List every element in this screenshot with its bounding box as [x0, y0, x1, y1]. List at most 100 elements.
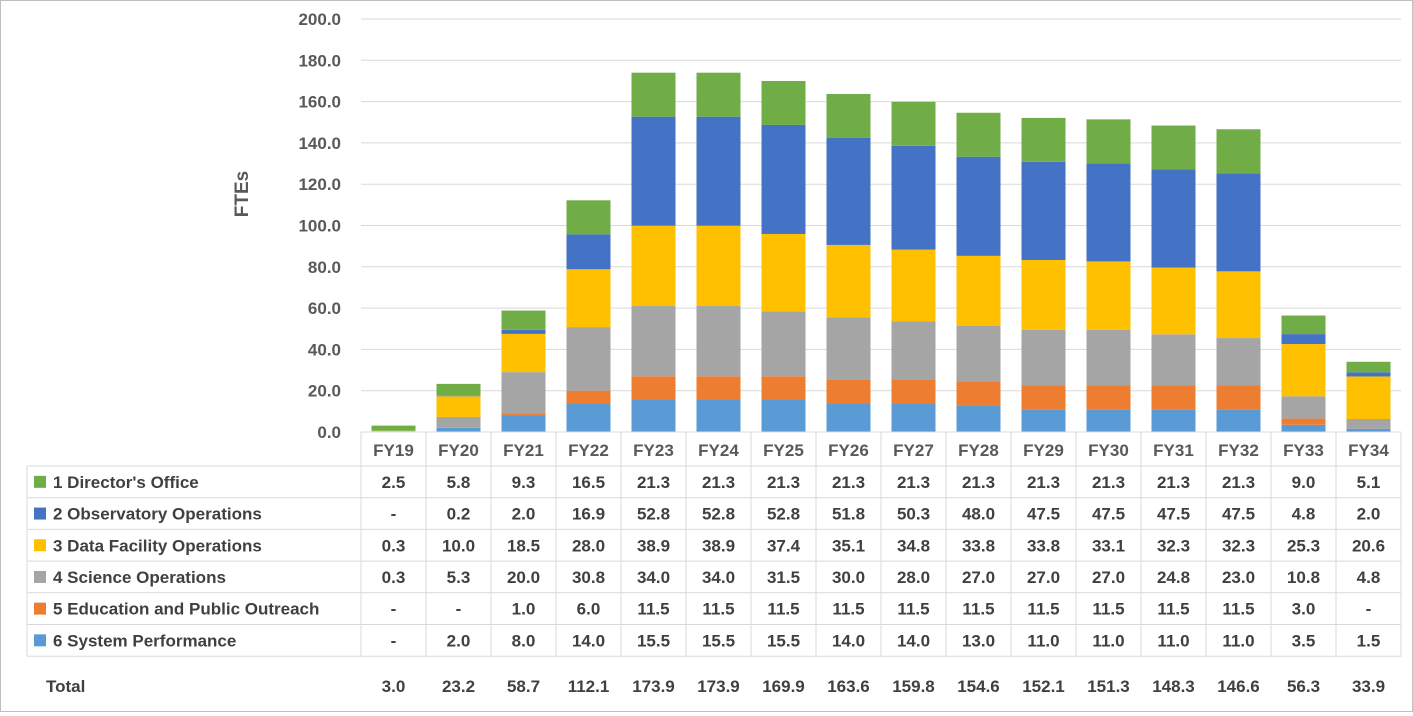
x-tick-label: FY33 [1283, 441, 1324, 460]
bar-segment [827, 317, 871, 379]
total-value: 3.0 [382, 677, 406, 696]
table-cell: 2.0 [1357, 505, 1381, 524]
table-cell: 18.5 [507, 536, 540, 555]
table-cell: 34.0 [637, 568, 670, 587]
table-cell: 1.0 [512, 600, 536, 619]
total-value: 173.9 [632, 677, 675, 696]
table-cell: 0.3 [382, 568, 406, 587]
x-tick-label: FY25 [763, 441, 804, 460]
table-cell: 14.0 [572, 631, 605, 650]
table-cell: - [391, 505, 397, 524]
legend-swatch [34, 571, 46, 583]
bar-segment [762, 400, 806, 432]
bar-segment [827, 403, 871, 432]
table-cell: 20.6 [1352, 536, 1385, 555]
bar-segment [1152, 334, 1196, 385]
table-cell: 6.0 [577, 600, 601, 619]
bar-segment [1152, 126, 1196, 170]
x-tick-label: FY29 [1023, 441, 1064, 460]
table-cell: 25.3 [1287, 536, 1320, 555]
table-cell: 34.8 [897, 536, 930, 555]
table-cell: 21.3 [637, 473, 670, 492]
y-tick-label: 20.0 [308, 382, 341, 401]
series-name: 5 Education and Public Outreach [53, 600, 319, 619]
table-cell: 27.0 [1027, 568, 1060, 587]
x-tick-label: FY32 [1218, 441, 1259, 460]
table-cell: 4.8 [1292, 505, 1316, 524]
bar-segment [1022, 162, 1066, 260]
table-cell: 21.3 [1222, 473, 1255, 492]
table-cell: 14.0 [832, 631, 865, 650]
table-cell: - [391, 600, 397, 619]
table-cell: 47.5 [1222, 505, 1255, 524]
bar-segment [1152, 170, 1196, 268]
table-cell: 32.3 [1222, 536, 1255, 555]
table-cell: 21.3 [897, 473, 930, 492]
bar-segment [632, 400, 676, 432]
total-value: 152.1 [1022, 677, 1065, 696]
total-value: 163.6 [827, 677, 870, 696]
bar-segment [697, 73, 741, 117]
bar-segment [697, 376, 741, 400]
table-cell: 11.5 [1157, 600, 1189, 619]
bar-segment [1087, 119, 1131, 163]
table-cell: 27.0 [962, 568, 995, 587]
table-cell: 15.5 [767, 631, 800, 650]
table-cell: 5.8 [447, 473, 471, 492]
table-cell: 21.3 [1027, 473, 1060, 492]
table-cell: - [1366, 600, 1372, 619]
total-value: 58.7 [507, 677, 540, 696]
table-cell: 28.0 [897, 568, 930, 587]
bar-segment [1347, 362, 1391, 373]
table-cell: 52.8 [702, 505, 735, 524]
bar-segment [957, 256, 1001, 326]
bar-segment [762, 125, 806, 234]
series-name: 2 Observatory Operations [53, 505, 262, 524]
legend-swatch [34, 603, 46, 615]
y-tick-label: 120.0 [298, 175, 341, 194]
table-cell: 30.8 [572, 568, 605, 587]
table-cell: 16.9 [572, 505, 605, 524]
bar-segment [1282, 419, 1326, 425]
y-tick-label: 60.0 [308, 299, 341, 318]
table-cell: 14.0 [897, 631, 930, 650]
bar-segment [632, 226, 676, 306]
bar-segment [437, 417, 481, 428]
bar-segment [892, 403, 936, 432]
table-cell: 24.8 [1157, 568, 1190, 587]
table-cell: 27.0 [1092, 568, 1125, 587]
table-cell: 2.5 [382, 473, 406, 492]
bar-segment [697, 226, 741, 306]
bar-segment [1022, 386, 1066, 410]
x-tick-label: FY30 [1088, 441, 1129, 460]
bar-segment [1087, 330, 1131, 386]
bar-segment [1217, 271, 1261, 338]
bar-segment [632, 73, 676, 117]
table-cell: 11.0 [1027, 631, 1059, 650]
table-cell: 3.0 [1292, 600, 1316, 619]
table-cell: 11.0 [1157, 631, 1189, 650]
x-tick-label: FY27 [893, 441, 934, 460]
bar-segment [632, 117, 676, 226]
table-cell: 11.0 [1092, 631, 1124, 650]
table-cell: 8.0 [512, 631, 536, 650]
y-tick-label: 200.0 [298, 10, 341, 29]
table-cell: 34.0 [702, 568, 735, 587]
table-cell: 11.5 [962, 600, 994, 619]
bar-segment [567, 269, 611, 327]
bar-segment [697, 306, 741, 376]
bar-segment [632, 306, 676, 376]
bar-segment [1022, 409, 1066, 432]
x-tick-label: FY23 [633, 441, 674, 460]
bar-segment [1087, 261, 1131, 329]
legend-swatch [34, 634, 46, 646]
table-cell: 9.0 [1292, 473, 1316, 492]
table-cell: 11.5 [767, 600, 799, 619]
table-cell: 13.0 [962, 631, 995, 650]
total-value: 159.8 [892, 677, 935, 696]
x-tick-label: FY31 [1153, 441, 1194, 460]
table-cell: 50.3 [897, 505, 930, 524]
table-cell: 3.5 [1292, 631, 1316, 650]
